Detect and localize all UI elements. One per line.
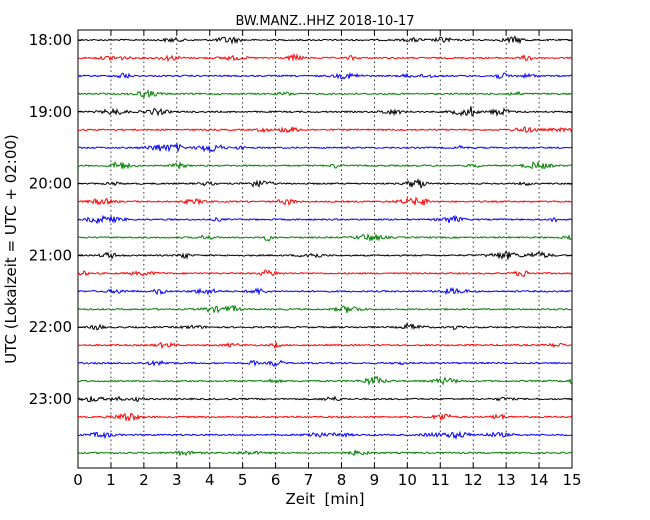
chart-title: BW.MANZ..HHZ 2018-10-17 xyxy=(235,14,414,29)
trace-2300 xyxy=(77,395,573,403)
y-tick-label: 23:00 xyxy=(29,390,72,408)
trace-2245 xyxy=(77,375,573,386)
trace-2145 xyxy=(77,304,573,314)
x-tick-label: 15 xyxy=(562,471,581,489)
x-tick-label: 10 xyxy=(398,471,417,489)
trace-1915 xyxy=(77,126,573,134)
y-tick-label: 22:00 xyxy=(29,318,72,336)
x-tick-label: 2 xyxy=(139,471,149,489)
x-tick-label: 8 xyxy=(337,471,347,489)
trace-1815 xyxy=(77,52,573,63)
x-tick-label: 5 xyxy=(238,471,248,489)
trace-2015 xyxy=(77,196,573,206)
traces xyxy=(77,35,573,457)
y-tick-label: 21:00 xyxy=(29,246,72,264)
trace-2230 xyxy=(77,359,573,367)
y-tick-label: 20:00 xyxy=(29,175,72,193)
x-tick-label: 13 xyxy=(497,471,516,489)
x-grid xyxy=(110,30,540,468)
x-tick-label: 3 xyxy=(172,471,182,489)
trace-2130 xyxy=(77,286,573,296)
trace-1845 xyxy=(77,88,573,99)
x-axis-label: Zeit [min] xyxy=(285,490,364,508)
trace-2315 xyxy=(77,412,573,422)
trace-2000 xyxy=(77,177,573,189)
trace-1945 xyxy=(77,160,573,171)
trace-2215 xyxy=(77,341,573,350)
x-tick-label: 11 xyxy=(431,471,450,489)
y-tick-label: 18:00 xyxy=(29,31,72,49)
x-tick-label: 6 xyxy=(271,471,281,489)
x-axis-ticks: 0 1 2 3 4 5 6 7 8 9 10 11 12 13 14 15 xyxy=(73,30,582,489)
trace-1930 xyxy=(77,142,573,153)
y-tick-label: 19:00 xyxy=(29,103,72,121)
trace-2330 xyxy=(77,430,573,441)
plot-frame xyxy=(77,29,573,469)
y-axis-label: UTC (Lokalzeit = UTC + 02:00) xyxy=(2,134,20,364)
x-tick-label: 7 xyxy=(304,471,314,489)
trace-2030 xyxy=(77,214,573,225)
trace-1830 xyxy=(77,71,573,80)
trace-2115 xyxy=(77,269,573,278)
trace-1800 xyxy=(77,35,573,46)
x-tick-label: 12 xyxy=(464,471,483,489)
x-tick-label: 14 xyxy=(530,471,549,489)
x-tick-label: 1 xyxy=(106,471,116,489)
trace-2100 xyxy=(77,250,573,260)
x-tick-label: 4 xyxy=(205,471,215,489)
y-axis-ticks: 18:00 19:00 20:00 21:00 22:00 23:00 xyxy=(29,31,572,408)
trace-2345 xyxy=(77,449,573,457)
x-tick-label: 0 xyxy=(73,471,83,489)
trace-2200 xyxy=(77,322,573,331)
trace-2045 xyxy=(77,232,573,243)
x-tick-label: 9 xyxy=(370,471,380,489)
trace-1900 xyxy=(77,106,573,118)
